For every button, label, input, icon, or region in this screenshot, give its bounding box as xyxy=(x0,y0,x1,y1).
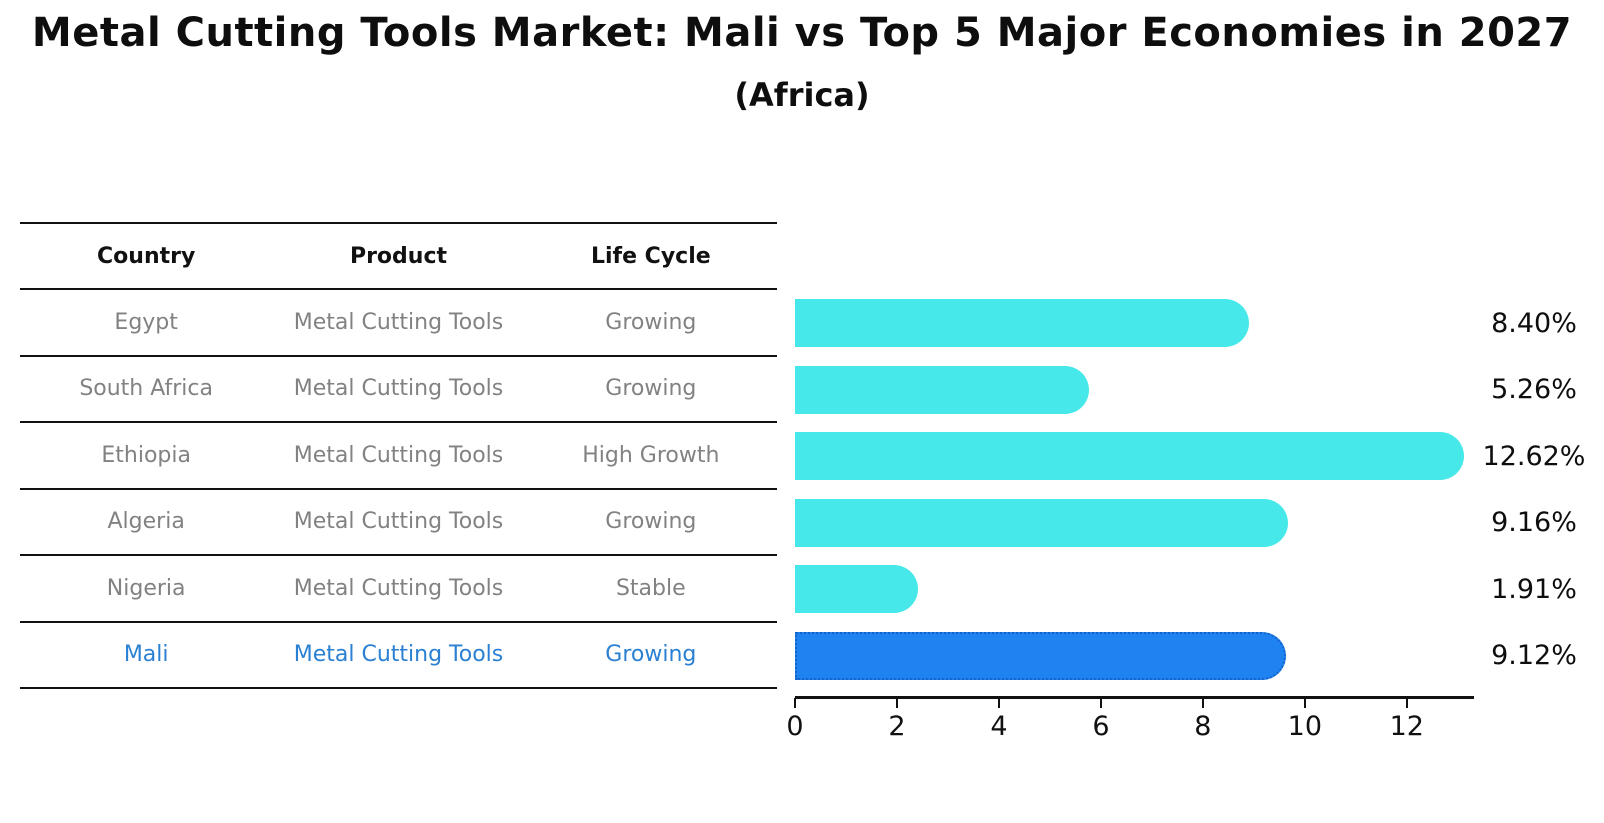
country-table: Country Product Life Cycle Egypt Metal C… xyxy=(20,222,777,689)
table-header-row: Country Product Life Cycle xyxy=(20,222,777,290)
country-cell: Nigeria xyxy=(106,575,186,601)
table-header-product: Product xyxy=(349,243,448,269)
bar-row xyxy=(795,357,1468,424)
bar-row xyxy=(795,490,1468,557)
x-tick-label: 4 xyxy=(990,711,1008,742)
x-tick-label: 12 xyxy=(1389,711,1424,742)
bar-row xyxy=(795,423,1468,490)
x-tick-label: 8 xyxy=(1194,711,1212,742)
life-cycle-cell: High Growth xyxy=(582,442,720,468)
x-tick-label: 2 xyxy=(888,711,906,742)
x-tick-mark xyxy=(1405,698,1408,708)
country-cell: Mali xyxy=(123,642,169,668)
life-cycle-cell: Growing xyxy=(605,509,697,535)
x-tick-label: 6 xyxy=(1092,711,1110,742)
x-tick-label: 0 xyxy=(786,711,804,742)
country-bar xyxy=(795,365,1090,414)
life-cycle-cell: Stable xyxy=(615,575,686,601)
x-tick-label: 10 xyxy=(1287,711,1323,742)
country-bar xyxy=(795,299,1250,348)
x-axis-line xyxy=(795,696,1474,699)
bar-value-label: 12.62% xyxy=(1482,440,1586,472)
table-row: Ethiopia Metal Cutting Tools High Growth xyxy=(20,423,777,490)
bar-value-labels: 8.40% 5.26% 12.62% 9.16% 1.91% 9.12% xyxy=(1468,290,1600,689)
bar-row xyxy=(795,623,1468,690)
product-cell: Metal Cutting Tools xyxy=(293,575,504,601)
bar-value-label: 5.26% xyxy=(1491,374,1577,406)
table-row: Algeria Metal Cutting Tools Growing xyxy=(20,490,777,556)
life-cycle-cell: Growing xyxy=(605,642,697,668)
x-tick-mark xyxy=(1201,698,1204,708)
chart-title: Metal Cutting Tools Market: Mali vs Top … xyxy=(31,10,1573,56)
x-tick-mark xyxy=(997,698,1000,708)
country-bar xyxy=(795,498,1289,547)
x-tick-mark xyxy=(895,698,898,708)
bar-value-label: 1.91% xyxy=(1491,573,1577,605)
country-cell: Ethiopia xyxy=(101,442,191,468)
bar-value-label: 9.12% xyxy=(1491,640,1577,672)
bar-value-label: 8.40% xyxy=(1491,307,1577,339)
product-cell: Metal Cutting Tools xyxy=(293,642,504,668)
bar-value-label: 9.16% xyxy=(1491,507,1577,539)
country-cell: Egypt xyxy=(114,309,178,335)
table-row: Egypt Metal Cutting Tools Growing xyxy=(20,290,777,357)
life-cycle-cell: Growing xyxy=(605,309,697,335)
table-row: Nigeria Metal Cutting Tools Stable xyxy=(20,556,777,623)
chart-subtitle: (Africa) xyxy=(734,76,870,114)
bar-plot: 0 2 4 6 8 10 12 xyxy=(786,290,1474,742)
table-row-mali: Mali Metal Cutting Tools Growing xyxy=(20,623,777,689)
product-cell: Metal Cutting Tools xyxy=(293,376,504,402)
x-tick-mark xyxy=(794,698,796,708)
product-cell: Metal Cutting Tools xyxy=(293,309,504,335)
country-cell: Algeria xyxy=(107,509,185,535)
x-tick-mark xyxy=(1099,698,1102,708)
product-cell: Metal Cutting Tools xyxy=(293,442,504,468)
country-bar xyxy=(795,432,1465,481)
table-header-country: Country xyxy=(97,243,196,269)
table-header-life-cycle: Life Cycle xyxy=(590,243,711,269)
x-tick-mark xyxy=(1303,698,1306,708)
product-cell: Metal Cutting Tools xyxy=(293,509,504,535)
table-row: South Africa Metal Cutting Tools Growing xyxy=(20,357,777,423)
bar-row xyxy=(795,290,1468,357)
country-bar xyxy=(795,565,919,614)
country-cell: South Africa xyxy=(79,376,213,402)
bar-row xyxy=(795,556,1468,623)
life-cycle-cell: Growing xyxy=(605,376,697,402)
country-bar-mali xyxy=(795,631,1286,680)
